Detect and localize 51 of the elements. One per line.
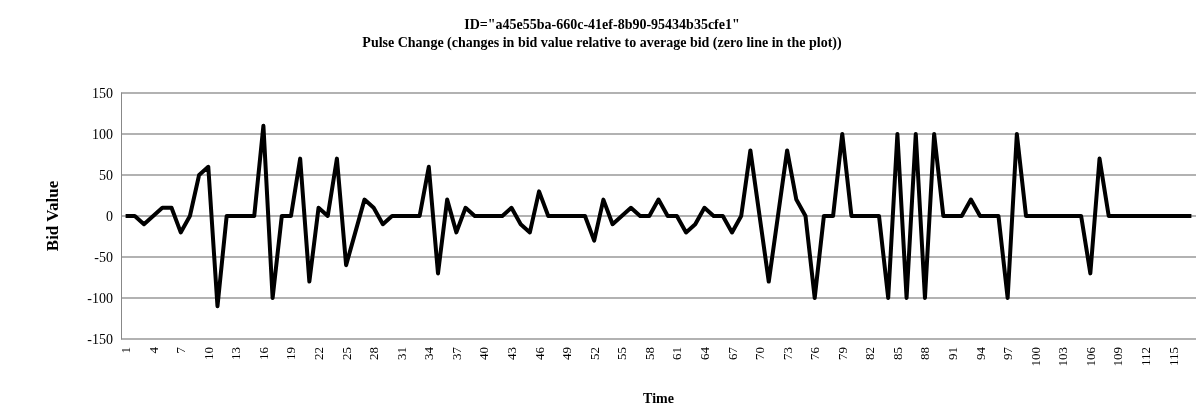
x-tick-label: 94 [972, 346, 988, 360]
x-tick-label: 25 [338, 347, 354, 360]
x-tick-label: 64 [696, 346, 712, 360]
x-tick-label: 109 [1110, 347, 1126, 367]
x-tick-label: 88 [917, 347, 933, 360]
y-tick-label: -150 [87, 331, 113, 347]
x-tick-label: 49 [559, 347, 575, 360]
y-tick-label: 150 [92, 85, 113, 101]
x-tick-label: 115 [1165, 347, 1181, 367]
x-tick-label: 100 [1027, 347, 1043, 367]
x-tick-label: 1 [118, 347, 134, 354]
x-tick-label: 19 [283, 347, 299, 360]
x-tick-label: 67 [724, 346, 740, 360]
y-tick-label: -50 [94, 249, 113, 265]
x-tick-label: 79 [834, 347, 850, 360]
x-tick-label: 13 [228, 347, 244, 360]
x-tick-label: 16 [255, 346, 271, 360]
x-tick-label: 31 [393, 347, 409, 360]
x-tick-label: 52 [586, 347, 602, 360]
x-tick-label: 7 [173, 346, 189, 354]
x-tick-label: 37 [448, 346, 464, 360]
y-tick-label: 0 [106, 208, 113, 224]
x-tick-label: 106 [1082, 346, 1098, 367]
x-tick-label: 28 [366, 347, 382, 360]
line-series [123, 123, 1194, 309]
y-tick-label: 50 [99, 167, 113, 183]
x-tick-label: 82 [862, 347, 878, 360]
x-tick-label: 76 [807, 346, 823, 360]
x-tick-label: 10 [200, 347, 216, 360]
x-tick-label: 61 [669, 347, 685, 360]
x-tick-label: 55 [614, 347, 630, 360]
x-tick-label: 34 [421, 346, 437, 360]
x-tick-label: 43 [503, 347, 519, 360]
x-tick-label: 4 [145, 346, 161, 354]
x-tick-label: 97 [1000, 346, 1016, 360]
chart-subtitle: Pulse Change (changes in bid value relative to average bid (zero line in the plot)) [362, 34, 843, 51]
x-tick-label: 58 [641, 347, 657, 360]
x-tick-label: 70 [752, 347, 768, 360]
x-tick-label: 22 [311, 347, 327, 360]
x-tick-label: 85 [889, 347, 905, 360]
x-axis-title: Time [643, 390, 674, 406]
x-tick-label: 91 [945, 347, 961, 360]
x-tick-label: 103 [1055, 347, 1071, 367]
x-tick-label: 46 [531, 346, 547, 360]
y-tick-label: 100 [92, 126, 113, 142]
x-tick-label: 112 [1137, 347, 1153, 367]
chart-title: ID="a45e55ba-660c-41ef-8b90-95434b35cfe1" [464, 16, 740, 32]
y-axis-title: Bid Value [43, 180, 62, 252]
x-tick-label: 73 [779, 347, 795, 360]
x-tick-label: 40 [476, 347, 492, 360]
y-tick-label: -100 [87, 290, 113, 306]
